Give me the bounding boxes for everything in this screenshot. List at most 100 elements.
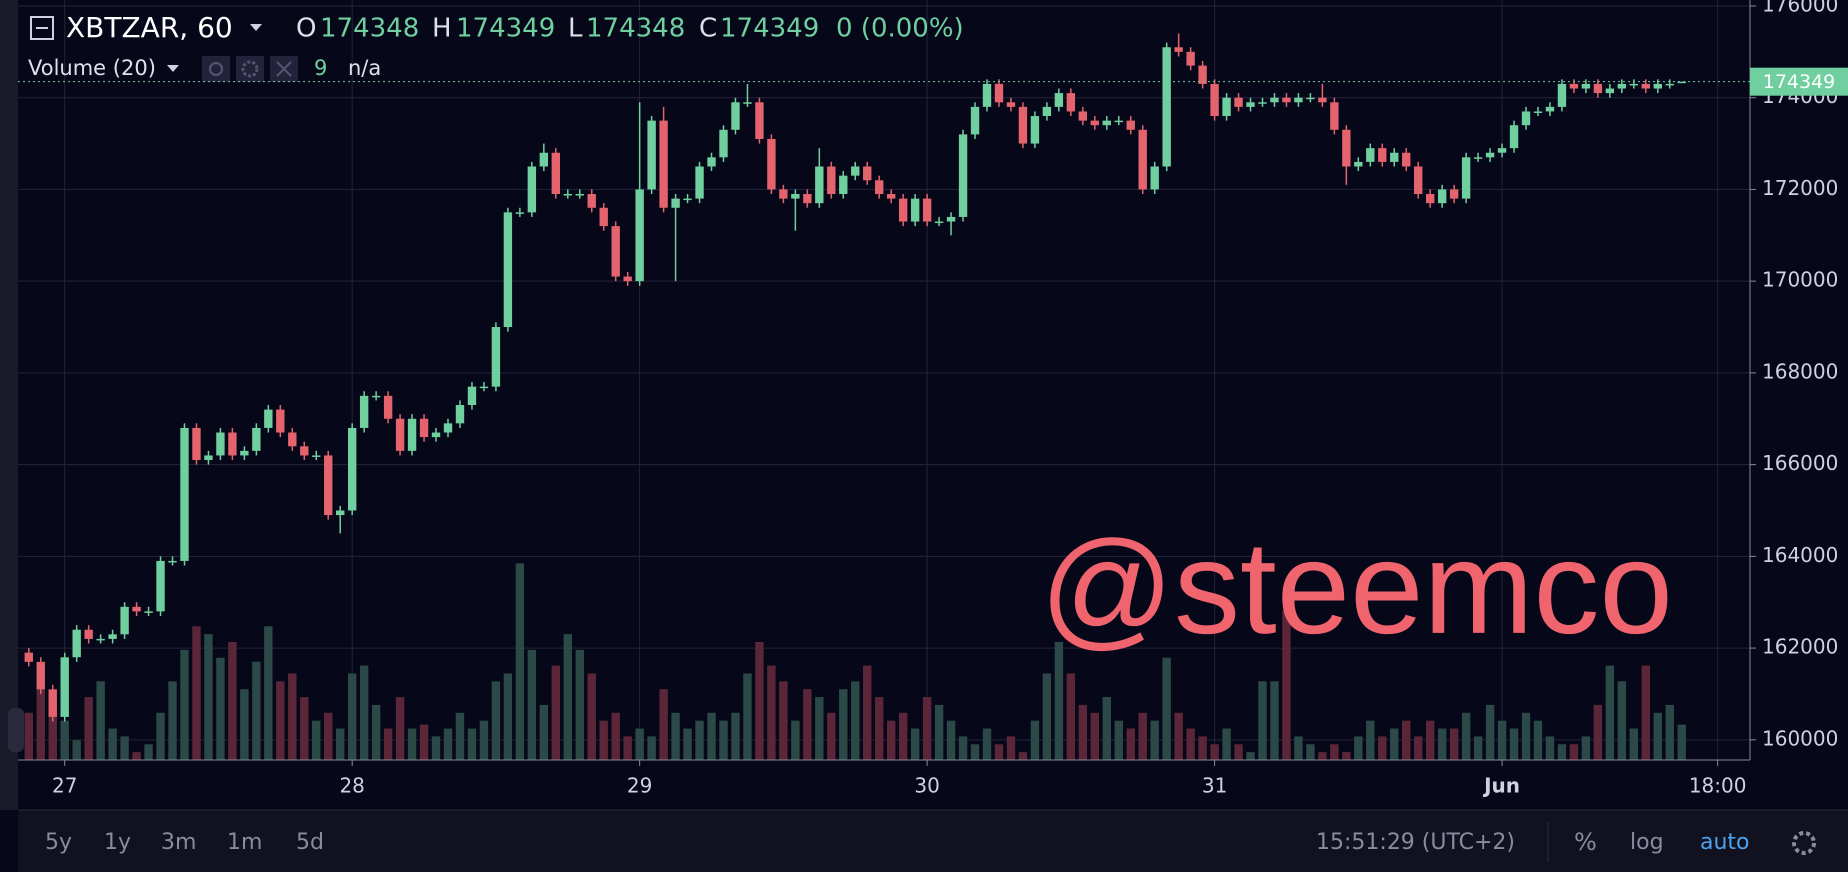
candle-body [1042,106,1052,117]
candle-body [886,194,896,199]
volume-bar [1258,681,1267,760]
candle-body [36,661,45,690]
collapse-handle[interactable] [8,708,24,752]
range-button[interactable]: 5y [45,830,72,855]
candle-body [1018,106,1028,144]
range-button[interactable]: 5d [296,830,324,855]
candle-body [1354,161,1363,167]
volume-bar [1198,736,1207,760]
x-tick-label: 31 [1202,774,1227,798]
candle-body [1138,129,1147,190]
range-button[interactable]: 3m [161,830,196,855]
candle-body [1198,65,1207,84]
candle-body [898,198,908,222]
candle-body [1210,83,1219,117]
volume-bar [48,704,57,760]
settings-button[interactable] [236,56,264,82]
candle-body [1617,83,1627,89]
volume-bar [671,712,680,760]
candle-body [922,198,932,222]
volume-bar [120,736,129,760]
candle-body [1030,116,1040,144]
volume-bar [946,720,956,760]
range-button[interactable]: 1y [104,830,131,855]
volume-bar [527,649,537,760]
volume-bar [1282,610,1291,760]
collapse-icon[interactable] [30,16,54,40]
eye-button[interactable] [202,56,230,82]
candle-body [1641,83,1650,89]
volume-bar [803,689,812,760]
volume-bar [563,634,572,760]
volume-bar [767,665,776,760]
candle-body [1378,148,1387,162]
candle-body [1414,166,1423,195]
candle-body [599,207,608,227]
volume-bar [1557,744,1567,760]
y-tick-label: 166000 [1762,451,1838,475]
candle-body [1677,81,1686,84]
volume-bar [1042,673,1052,760]
candle-body [491,327,501,387]
volume-bar [875,697,884,760]
candle-body [671,198,680,208]
volume-bar [347,673,357,760]
volume-bar [228,642,237,760]
candle-body [240,450,249,456]
range-button[interactable]: 1m [227,830,262,855]
close-value: 174349 [720,14,819,44]
volume-bar [431,736,441,760]
candle-body [1449,189,1459,199]
volume-bar [815,697,824,760]
volume-bar [1449,728,1459,760]
percent-toggle[interactable]: % [1574,828,1597,856]
volume-bar [1174,712,1183,760]
candle-body [839,175,848,195]
candle-body [1593,83,1603,94]
candle-body [168,560,177,563]
volume-bar [1402,720,1411,760]
volume-bar [443,728,453,760]
volume-bar [623,736,632,760]
candle-body [982,83,992,107]
symbol[interactable]: XBTZAR, 60 [66,11,233,44]
candle-body [383,395,393,419]
volume-bar [1186,728,1195,760]
volume-bar [1390,728,1399,760]
volume-bar [216,657,225,760]
volume-bar [240,689,249,760]
candle-body [1402,152,1411,167]
candle-body [431,432,441,438]
candle-body [994,83,1004,103]
volume-bar [1533,720,1543,760]
volume-bar [539,704,549,760]
candle-body [347,427,357,511]
auto-toggle[interactable]: auto [1700,830,1750,855]
symbol-dropdown[interactable] [250,24,262,31]
log-toggle[interactable]: log [1630,830,1664,855]
candle-body [1162,47,1171,167]
volume-bar [683,728,692,760]
candle-body [1653,83,1662,89]
candle-body [1485,152,1495,158]
volume-bar [1318,752,1327,760]
candle-body [1066,93,1076,112]
candle-body [934,221,944,224]
candle-body [419,418,429,438]
candle-body [1497,148,1507,153]
candle-body [635,189,644,282]
volume-bar [599,720,608,760]
volume-bar [755,642,764,760]
volume-value: 9 [314,56,327,80]
candle-body [1390,152,1399,162]
candle-body [551,152,560,195]
volume-bar [324,712,333,760]
volume-bar [1485,704,1495,760]
candle-body [395,418,405,451]
candle-body [611,226,620,277]
y-tick-label: 170000 [1762,268,1838,292]
volume-bar [1473,736,1483,760]
candle-body [1270,97,1279,103]
volume-dropdown[interactable] [167,65,179,72]
settings-icon[interactable] [1792,831,1816,855]
